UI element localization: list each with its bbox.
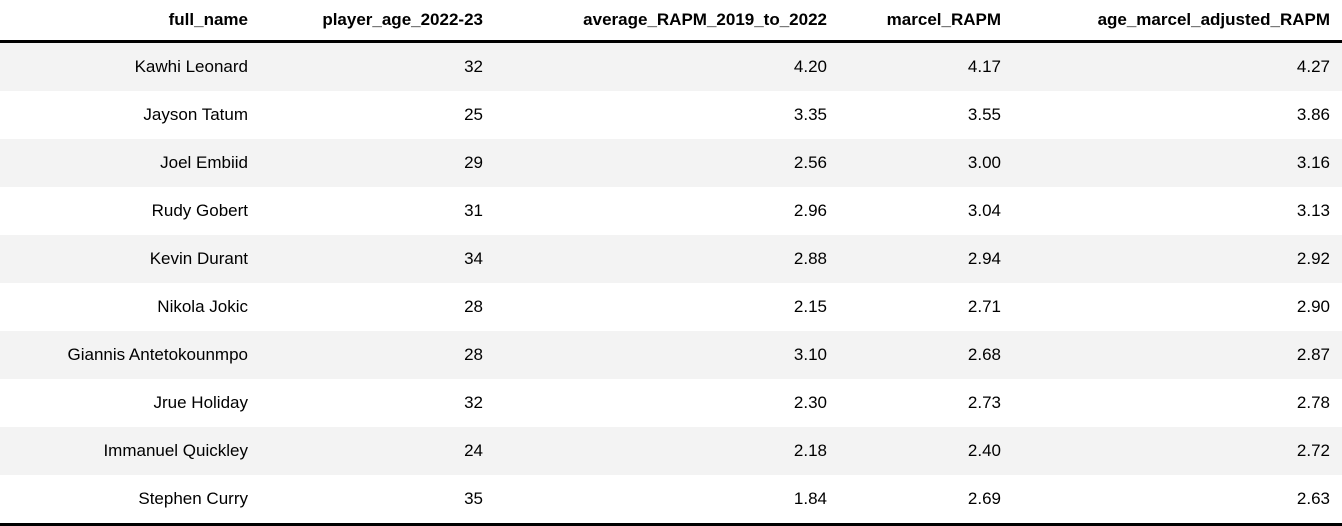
cell: 3.13 [1296,201,1330,220]
table-row: Immanuel Quickley 24 2.18 2.40 2.72 [0,427,1342,475]
cell: 4.20 [793,57,827,76]
table-row: Kevin Durant 34 2.88 2.94 2.92 [0,235,1342,283]
cell: 4.17 [967,57,1001,76]
table-row: Jrue Holiday 32 2.30 2.73 2.78 [0,379,1342,427]
table-row: Nikola Jokic 28 2.15 2.71 2.90 [0,283,1342,331]
table-row: Rudy Gobert 31 2.96 3.04 3.13 [0,187,1342,235]
cell: Immanuel Quickley [103,441,248,460]
cell: Jrue Holiday [153,393,249,412]
cell: 2.30 [793,393,827,412]
column-header-2: average_RAPM_2019_to_2022 [495,0,839,42]
cell: 32 [464,393,483,412]
column-header-0: full_name [0,0,260,42]
header-row: full_name player_age_2022-23 average_RAPM_… [0,0,1342,42]
column-header-4: age_marcel_adjusted_RAPM [1013,0,1342,42]
cell: 34 [464,249,483,268]
cell: Kawhi Leonard [134,57,248,76]
cell: 2.68 [967,345,1001,364]
cell: 2.15 [793,297,827,316]
cell: 2.73 [967,393,1001,412]
cell: 3.00 [967,153,1001,172]
cell: 2.87 [1296,345,1330,364]
cell: 3.04 [967,201,1001,220]
cell: 25 [464,105,483,124]
cell: 2.40 [967,441,1001,460]
cell: Rudy Gobert [151,201,248,220]
cell: 29 [464,153,483,172]
table-row: Giannis Antetokounmpo 28 3.10 2.68 2.87 [0,331,1342,379]
cell: 2.92 [1296,249,1330,268]
cell: 3.35 [793,105,827,124]
cell: 3.10 [793,345,827,364]
table-body: Kawhi Leonard 32 4.20 4.17 4.27 Jayson Tatum 2… [0,41,1342,525]
cell: 2.71 [967,297,1001,316]
table-row: Joel Embiid 29 2.56 3.00 3.16 [0,139,1342,187]
cell: 2.78 [1296,393,1330,412]
cell: Stephen Curry [138,489,248,508]
cell: Joel Embiid [160,153,248,172]
cell: 3.86 [1296,105,1330,124]
cell: Giannis Antetokounmpo [67,345,248,364]
cell: 24 [464,441,483,460]
column-header-3: marcel_RAPM [839,0,1013,42]
cell: 2.88 [793,249,827,268]
cell: 2.63 [1296,489,1330,508]
cell: 28 [464,297,483,316]
cell: 4.27 [1296,57,1330,76]
table-row: Kawhi Leonard 32 4.20 4.17 4.27 [0,41,1342,91]
cell: 3.55 [967,105,1001,124]
table-row: Jayson Tatum 25 3.35 3.55 3.86 [0,91,1342,139]
cell: 2.94 [967,249,1001,268]
table-header: full_name player_age_2022-23 average_RAPM_… [0,0,1342,42]
cell: Kevin Durant [149,249,248,268]
cell: Jayson Tatum [143,105,248,124]
cell: 2.56 [793,153,827,172]
cell: 2.18 [793,441,827,460]
column-header-1: player_age_2022-23 [260,0,495,42]
cell: 2.96 [793,201,827,220]
cell: Nikola Jokic [157,297,248,316]
cell: 3.16 [1296,153,1330,172]
cell: 2.72 [1296,441,1330,460]
table-row: Stephen Curry 35 1.84 2.69 2.63 [0,475,1342,525]
cell: 2.69 [967,489,1001,508]
cell: 32 [464,57,483,76]
cell: 2.90 [1296,297,1330,316]
cell: 35 [464,489,483,508]
cell: 31 [464,201,483,220]
cell: 1.84 [793,489,827,508]
cell: 28 [464,345,483,364]
